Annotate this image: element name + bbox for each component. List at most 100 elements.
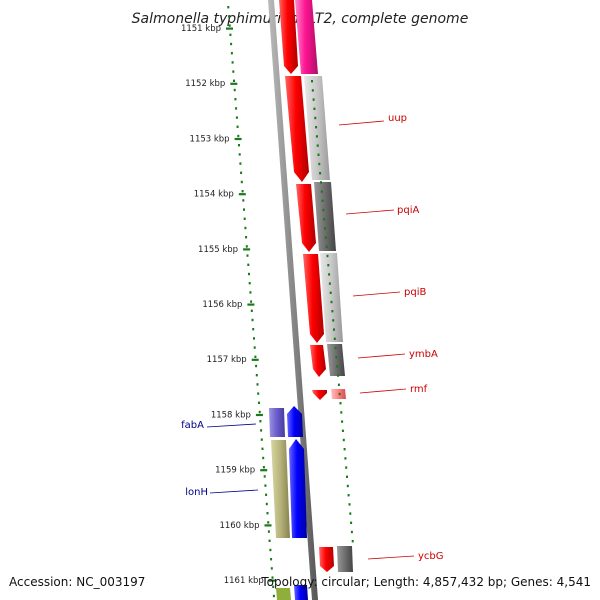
gene-block-olive-lonH [271, 440, 290, 538]
ruler-tick-label: 1158 kbp [211, 410, 251, 420]
gene-arrow-red-ycbG [319, 547, 334, 572]
track-dot [335, 356, 338, 359]
track-dot [336, 365, 339, 368]
ruler-tick-label: 1160 kbp [219, 521, 259, 531]
track-dot [323, 218, 326, 221]
track-dot [316, 144, 319, 147]
gene-arrow-red-4 [303, 254, 324, 343]
track-dot [334, 346, 337, 350]
gene-label-rmf: rmf [410, 384, 428, 395]
ruler-dot [232, 70, 235, 73]
ruler-dot [235, 107, 238, 110]
track-dot [346, 475, 348, 478]
ruler-tick-label: 1156 kbp [202, 300, 242, 310]
ruler-major-tick [247, 303, 255, 306]
track-dot [312, 98, 315, 101]
ruler-dot [248, 282, 251, 285]
gene-label-pqiA: pqiA [397, 205, 419, 216]
track-dot [348, 503, 351, 506]
ruler-major-tick [243, 248, 251, 251]
ruler-tick-label: 1157 kbp [207, 355, 247, 365]
ruler-dot [228, 24, 231, 27]
track-dot [332, 319, 335, 322]
ruler-dot [263, 475, 266, 478]
ruler-major-tick [230, 82, 238, 85]
ruler-dot [252, 328, 255, 331]
track-dot [340, 411, 343, 414]
ruler-dot [244, 226, 247, 230]
track-dot [347, 494, 350, 497]
track-dot [314, 116, 317, 120]
track-dot [313, 107, 316, 110]
ruler-dot [250, 309, 253, 312]
track-dot [326, 254, 329, 258]
track-dot [337, 374, 340, 377]
ruler-dot [236, 125, 239, 128]
ruler-dot [240, 171, 243, 174]
track-dot [331, 310, 334, 313]
ruler-tick-label: 1153 kbp [190, 134, 230, 144]
leader-pqiB [352, 291, 401, 297]
gene-arrow-blue-fabA [287, 406, 303, 437]
track-dot [344, 457, 347, 460]
ruler-dot [258, 401, 260, 404]
ruler-dot [253, 337, 255, 340]
ruler-dot [272, 585, 275, 588]
ruler-dot [229, 33, 232, 36]
leader-ymbA [357, 353, 406, 359]
track-dot [315, 135, 318, 138]
ruler-dot [266, 512, 269, 515]
ruler-tick-label: 1161 kbp [224, 576, 264, 586]
ruler-major-tick [260, 469, 268, 472]
ruler-dot [233, 79, 235, 82]
ruler-dot [238, 153, 241, 156]
kbp-ruler: 1151 kbp 1152 kbp 1153 kbp 1154 kbp 1155 kbp… [181, 6, 354, 598]
track-dot [333, 337, 336, 340]
track-dot [311, 80, 313, 83]
ruler-dot [253, 346, 256, 349]
ruler-dot [227, 6, 230, 9]
gene-block-grey-ymbA [327, 344, 345, 376]
ruler-tick-label: 1155 kbp [198, 245, 238, 255]
track-dot [324, 227, 326, 230]
gene-arrow-red-3 [296, 184, 316, 252]
genome-summary-text: Topology: circular; Length: 4,857,432 bp… [260, 575, 591, 589]
ruler-dot [265, 502, 268, 506]
ruler-major-tick [268, 579, 276, 582]
ruler-dot [272, 594, 275, 598]
track-dot [320, 190, 323, 193]
ruler-dot [260, 438, 263, 441]
ruler-dot [262, 466, 265, 469]
track-dot [341, 420, 344, 423]
ruler-dot [233, 88, 236, 92]
ruler-dot [231, 61, 234, 64]
ruler-dot [267, 521, 270, 524]
gene-block-slate-fabA [269, 408, 285, 437]
ruler-dot [235, 116, 238, 119]
ruler-major-tick [264, 524, 272, 527]
track-dot [322, 208, 325, 212]
ruler-dot [230, 52, 233, 55]
gene-arrow-red-2 [285, 76, 309, 182]
track-dot [333, 328, 335, 331]
ruler-dot [259, 420, 262, 423]
ruler-tick-label: 1152 kbp [185, 79, 225, 89]
ruler-dot [251, 318, 254, 322]
track-dot [346, 484, 349, 488]
ruler-dot [258, 410, 261, 414]
ruler-dot [228, 15, 230, 18]
gene-block-grey-ycbG [337, 546, 353, 572]
ruler-dot [262, 456, 265, 460]
ruler-dot [270, 567, 273, 570]
ruler-dot [245, 245, 248, 248]
ruler-tick-label: 1151 kbp [181, 24, 221, 34]
ruler-dot [264, 484, 267, 487]
track-dot [338, 392, 341, 396]
ruler-major-tick [234, 137, 242, 141]
track-dot [315, 126, 318, 129]
track-dot [345, 466, 348, 469]
ruler-major-tick [255, 413, 263, 417]
ruler-dot [241, 190, 244, 193]
track-dot [350, 530, 353, 534]
